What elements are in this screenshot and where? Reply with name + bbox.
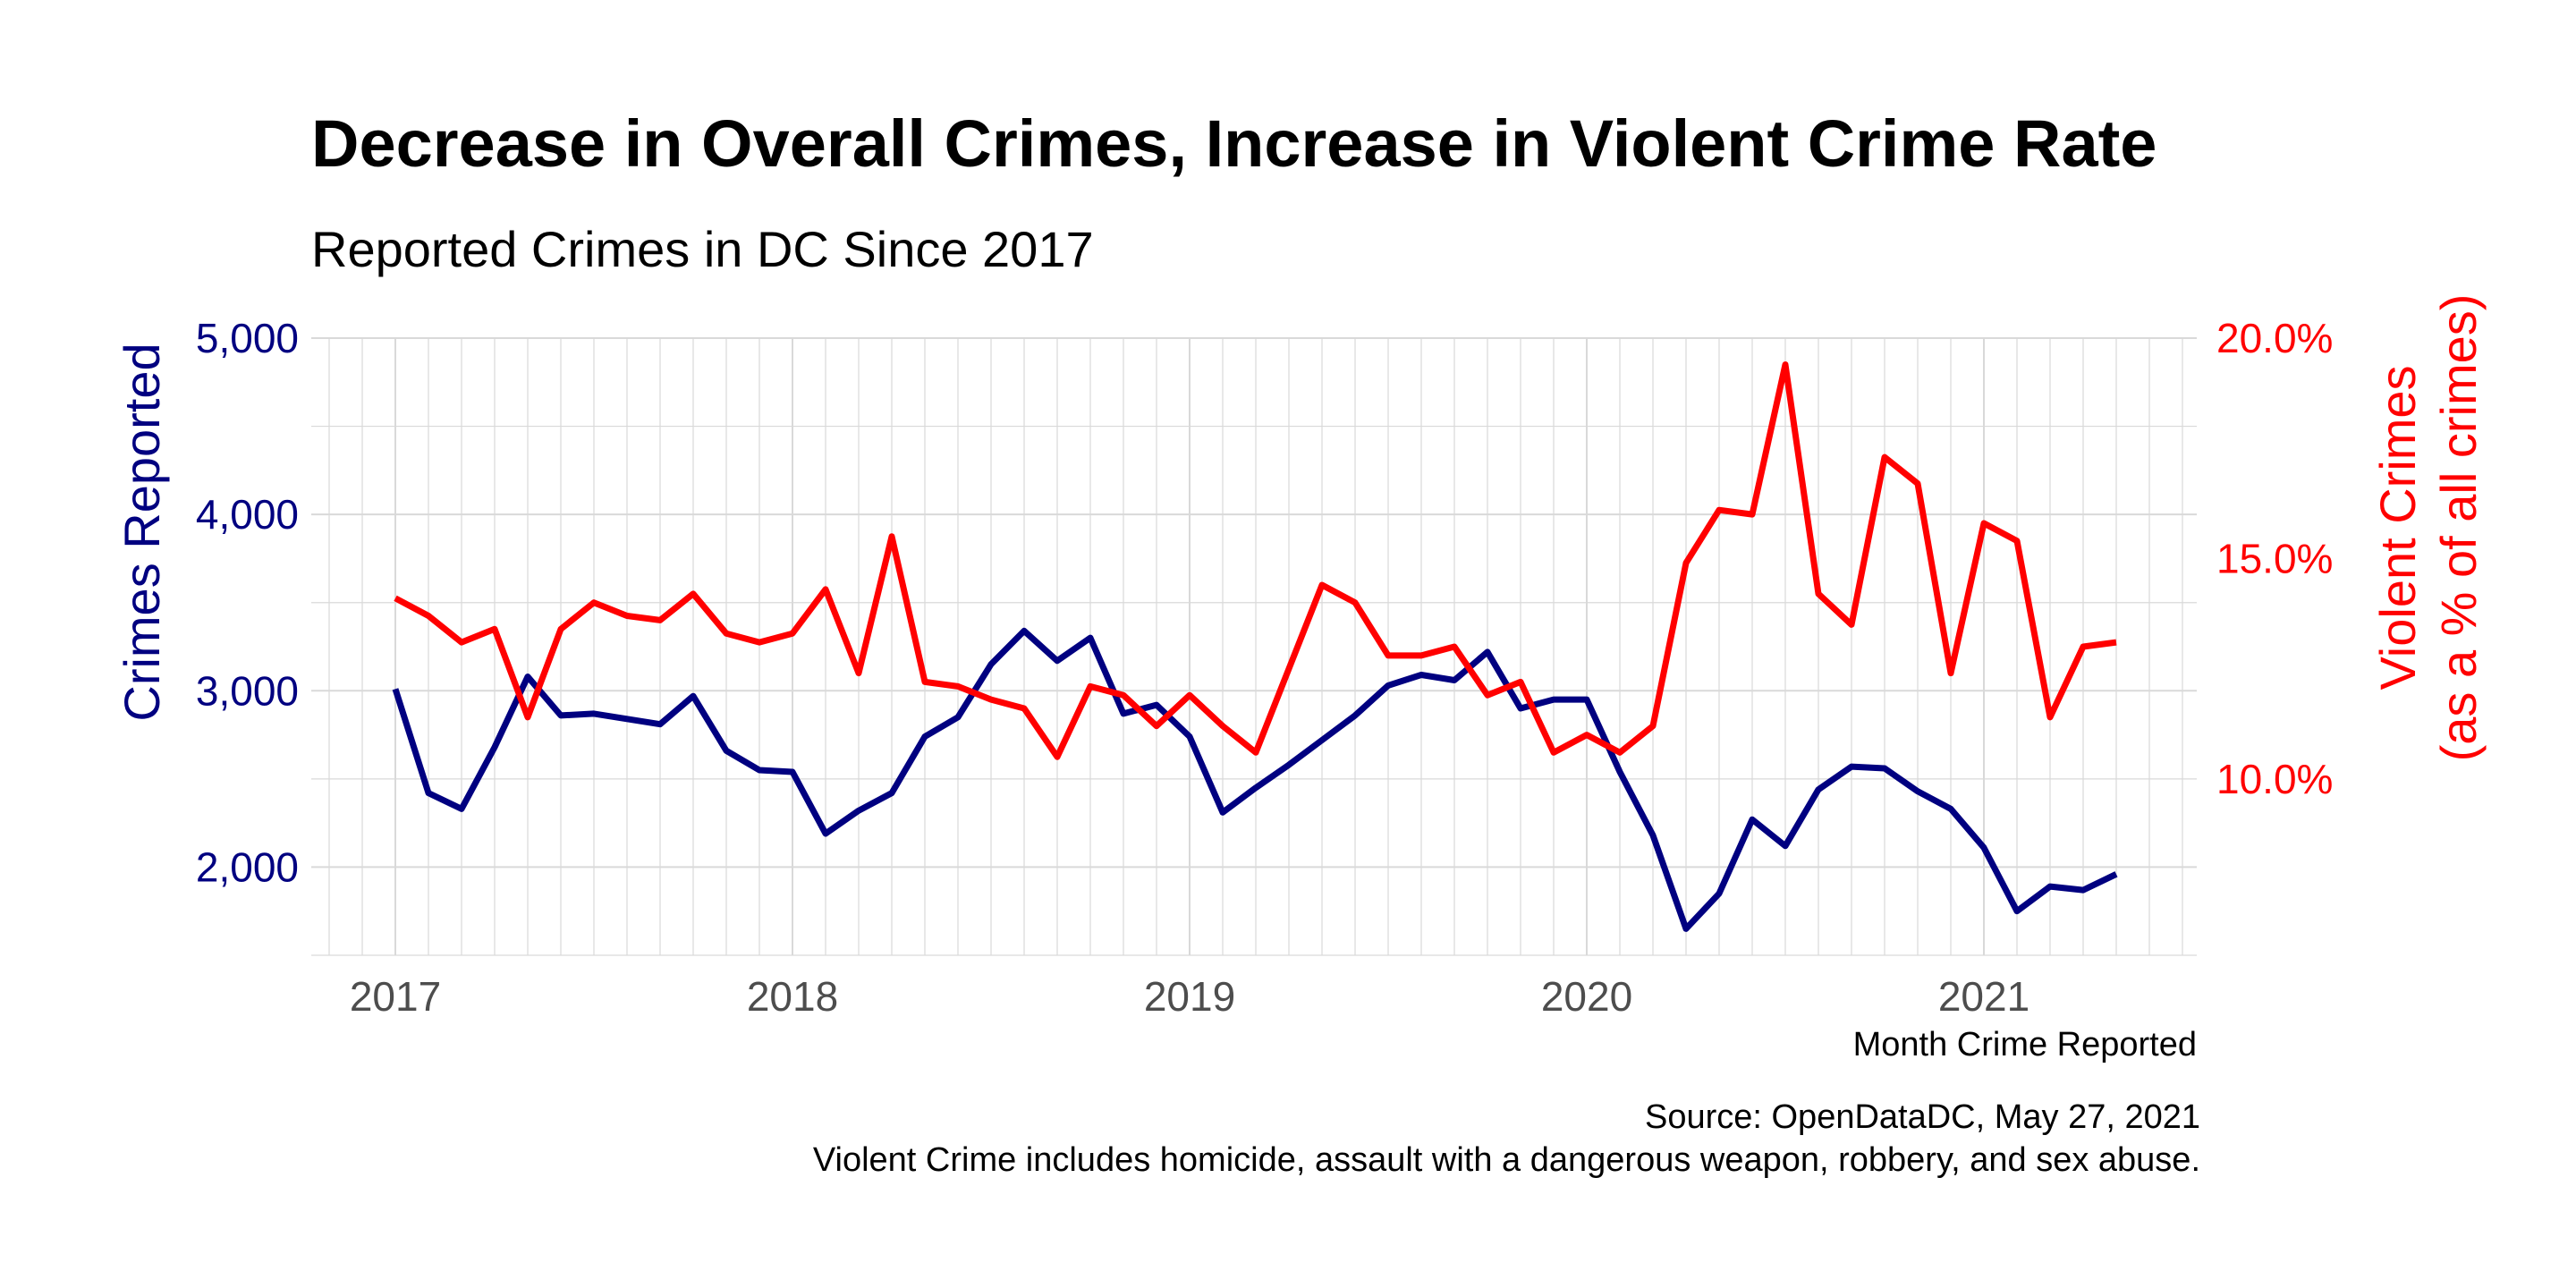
- y-left-tick-label: 2,000: [196, 843, 299, 890]
- crimes-reported-line: [392, 627, 2118, 932]
- x-axis-title: Month Crime Reported: [1853, 1026, 2197, 1063]
- axis-labels: 2017 2018 2019 2020 2021 2,000 3,000 4,000 5,000…: [114, 294, 2487, 1063]
- x-tick-label: 2020: [1541, 973, 1632, 1020]
- x-tick-label: 2019: [1144, 973, 1235, 1020]
- y-right-axis-title-line2: (as a % of all crimes): [2430, 294, 2487, 762]
- y-left-tick-label: 3,000: [196, 667, 299, 714]
- grid-lines: [311, 337, 2197, 956]
- y-left-axis-title: Crimes Reported: [114, 343, 170, 721]
- x-tick-label: 2021: [1938, 973, 2029, 1020]
- y-right-tick-label: 10.0%: [2216, 756, 2333, 802]
- series-lines: [392, 361, 2118, 932]
- chart-title: Decrease in Overall Crimes, Increase in …: [311, 106, 2157, 181]
- y-right-tick-label: 20.0%: [2216, 315, 2333, 361]
- y-left-tick-label: 4,000: [196, 491, 299, 538]
- definition-caption: Violent Crime includes homicide, assault…: [812, 1141, 2200, 1179]
- x-tick-label: 2018: [747, 973, 838, 1020]
- x-tick-label: 2017: [350, 973, 441, 1020]
- y-right-tick-label: 15.0%: [2216, 535, 2333, 581]
- chart-subtitle: Reported Crimes in DC Since 2017: [311, 221, 1094, 277]
- y-left-tick-label: 5,000: [196, 315, 299, 361]
- source-caption: Source: OpenDataDC, May 27, 2021: [1644, 1098, 2200, 1136]
- y-right-axis-title-line1: Violent Crimes: [2369, 365, 2426, 690]
- violent-crime-rate-line: [394, 361, 2117, 760]
